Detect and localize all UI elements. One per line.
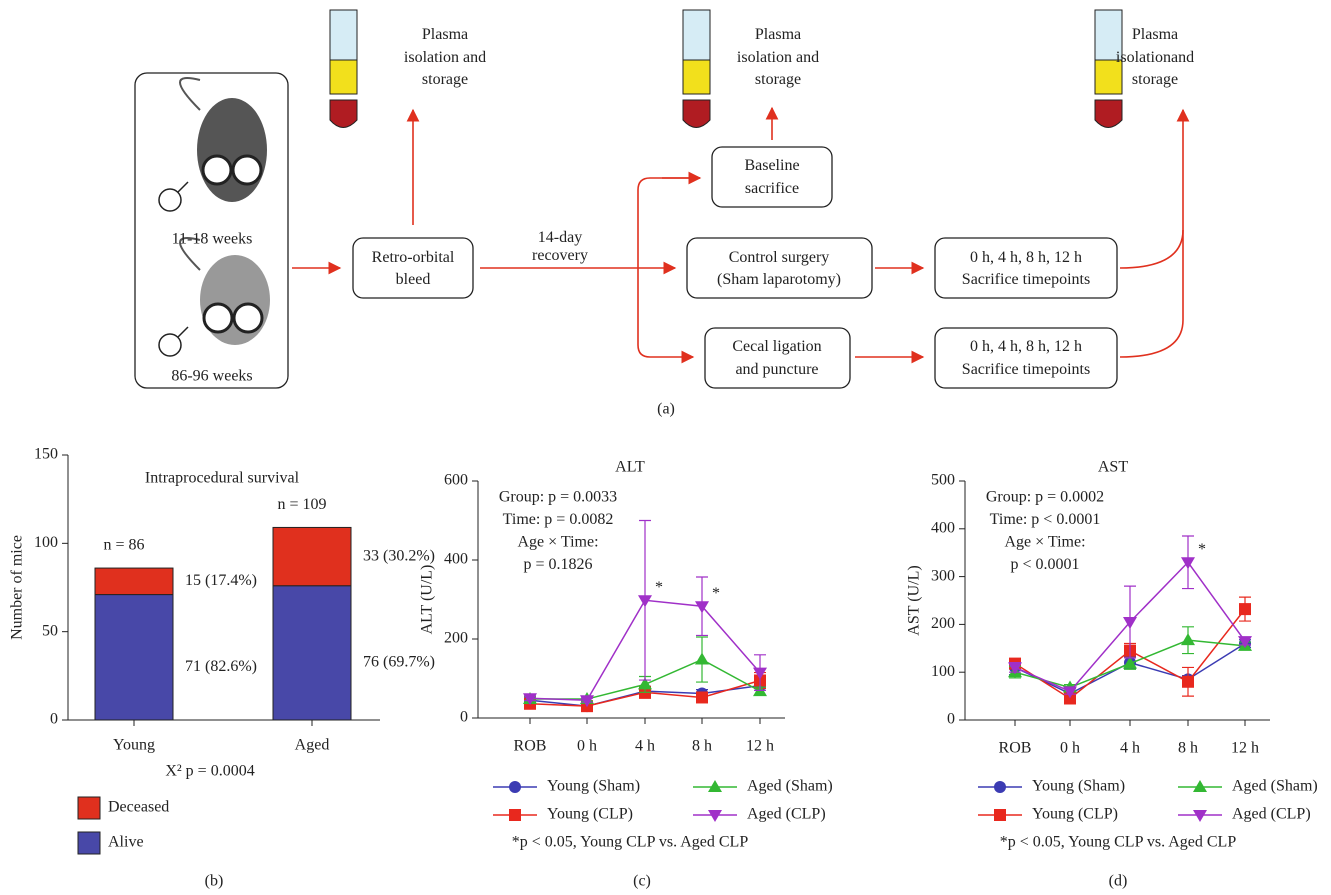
value-label: 71 (82.6%)	[185, 658, 257, 675]
x-tick-label: 4 h	[1120, 740, 1140, 757]
y-tick-label: 200	[931, 615, 955, 632]
value-label: 33 (30.2%)	[363, 547, 435, 564]
y-tick-label: 600	[444, 472, 468, 489]
tube-label: Plasmaisolation andstorage	[404, 26, 486, 88]
stat-label: Age × Time:	[517, 534, 598, 551]
mouse-label: 86-96 weeks	[171, 368, 252, 385]
caption: (d)	[1109, 873, 1128, 890]
legend-label: Aged (CLP)	[747, 806, 826, 823]
y-tick-label: 100	[34, 534, 58, 551]
legend-swatch	[78, 832, 100, 854]
x-tick-label: 8 h	[692, 738, 712, 755]
y-axis-label: ALT (U/L)	[419, 565, 436, 635]
y-axis-label: AST (U/L)	[906, 565, 923, 635]
x-tick-label: ROB	[999, 740, 1032, 757]
marker	[695, 653, 709, 665]
x-tick-label: 12 h	[1231, 740, 1259, 757]
y-tick-label: 0	[50, 711, 58, 728]
significance-label: *	[712, 585, 720, 602]
stat-label: p < 0.0001	[1010, 556, 1079, 573]
legend-label: Alive	[108, 834, 144, 851]
y-tick-label: 0	[460, 709, 468, 726]
box	[935, 238, 1117, 298]
box	[353, 238, 473, 298]
legend-marker	[994, 781, 1006, 793]
marker	[1239, 603, 1251, 615]
y-axis-label: Number of mice	[9, 535, 26, 640]
x-tick-label: 4 h	[635, 738, 655, 755]
stat-label: Group: p = 0.0033	[499, 489, 617, 506]
legend-marker	[994, 809, 1006, 821]
legend-label: Young (CLP)	[1032, 806, 1118, 823]
significance-label: *	[655, 579, 663, 596]
x-tick-label: 0 h	[577, 738, 597, 755]
y-tick-label: 50	[42, 622, 58, 639]
bar	[273, 527, 351, 585]
value-label: 15 (17.4%)	[185, 572, 257, 589]
x-tick-label: 8 h	[1178, 740, 1198, 757]
tube	[330, 10, 357, 128]
legend-label: Deceased	[108, 799, 169, 816]
legend-marker	[708, 780, 722, 792]
caption: (b)	[205, 873, 224, 890]
x-tick-label: 12 h	[746, 738, 774, 755]
footnote: *p < 0.05, Young CLP vs. Aged CLP	[1000, 834, 1237, 851]
x-tick-label: Aged	[295, 737, 330, 754]
bar	[95, 568, 173, 595]
y-tick-label: 0	[947, 711, 955, 728]
bar	[95, 595, 173, 720]
y-tick-label: 400	[931, 519, 955, 536]
marker	[696, 691, 708, 703]
y-tick-label: 500	[931, 472, 955, 489]
x-tick-label: ROB	[514, 738, 547, 755]
legend-marker	[1193, 810, 1207, 822]
stat-label: Time: p = 0.0082	[503, 511, 614, 528]
bar	[273, 586, 351, 720]
tube	[1095, 10, 1122, 128]
x-tick-label: Young	[113, 737, 155, 754]
legend-marker	[1193, 780, 1207, 792]
significance-label: *	[1198, 541, 1206, 558]
x-tick-label: 0 h	[1060, 740, 1080, 757]
legend-label: Young (CLP)	[547, 806, 633, 823]
arrows	[292, 108, 1183, 357]
legend-label: Young (Sham)	[1032, 778, 1125, 795]
marker	[1181, 633, 1195, 645]
legend-marker	[509, 781, 521, 793]
stat-label: p = 0.1826	[523, 556, 592, 573]
total-label: n = 109	[277, 496, 326, 513]
chart-title: AST	[1098, 459, 1128, 476]
stat-label: X² p = 0.0004	[165, 763, 254, 780]
chart-title: ALT	[615, 459, 645, 476]
y-tick-label: 100	[931, 663, 955, 680]
legend-label: Aged (Sham)	[1232, 778, 1318, 795]
figure: 11-18 weeks 86-96 weeks Plasmaisolation …	[0, 0, 1331, 895]
total-label: n = 86	[103, 537, 144, 554]
y-tick-label: 200	[444, 630, 468, 647]
mouse-label: 11-18 weeks	[172, 231, 253, 248]
legend-marker	[708, 810, 722, 822]
y-tick-label: 400	[444, 551, 468, 568]
y-tick-label: 300	[931, 567, 955, 584]
stat-label: Time: p < 0.0001	[990, 511, 1101, 528]
tube	[683, 10, 710, 128]
box	[687, 238, 872, 298]
legend-swatch	[78, 797, 100, 819]
y-tick-label: 150	[34, 446, 58, 463]
legend-label: Aged (Sham)	[747, 778, 833, 795]
value-label: 76 (69.7%)	[363, 654, 435, 671]
legend-marker	[509, 809, 521, 821]
caption: (c)	[633, 873, 651, 890]
stat-label: Group: p = 0.0002	[986, 489, 1104, 506]
legend-label: Aged (CLP)	[1232, 806, 1311, 823]
caption: (a)	[657, 401, 675, 418]
stat-label: Age × Time:	[1004, 534, 1085, 551]
chart-title: Intraprocedural survival	[145, 470, 300, 487]
marker	[1182, 676, 1194, 688]
legend-label: Young (Sham)	[547, 778, 640, 795]
footnote: *p < 0.05, Young CLP vs. Aged CLP	[512, 834, 749, 851]
